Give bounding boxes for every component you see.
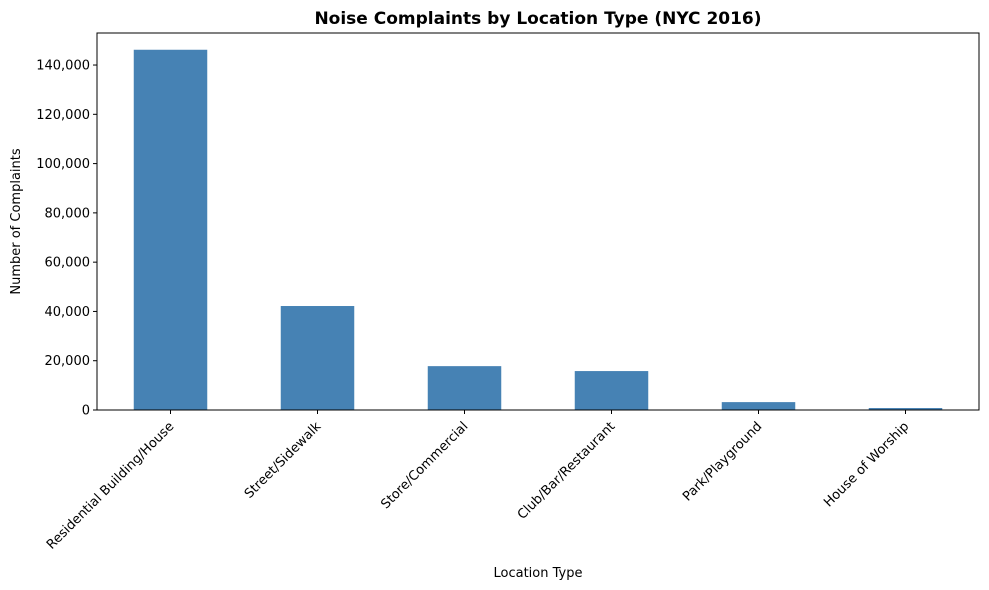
- x-tick-label: Residential Building/House: [44, 419, 177, 552]
- x-axis: Residential Building/House Street/Sidewal…: [44, 410, 912, 553]
- y-tick-label: 140,000: [36, 59, 90, 74]
- x-tick-label: Store/Commercial: [378, 419, 471, 512]
- bar-2: [427, 366, 502, 410]
- chart-title: Noise Complaints by Location Type (NYC 2…: [314, 9, 761, 29]
- bar-5: [868, 408, 943, 410]
- y-tick-label: 100,000: [36, 157, 90, 172]
- bar-3: [574, 371, 649, 410]
- bar-4: [721, 402, 796, 410]
- x-tick-label: Street/Sidewalk: [242, 419, 325, 502]
- y-axis-label: Number of Complaints: [9, 148, 24, 294]
- y-tick-label: 20,000: [45, 354, 91, 369]
- y-tick-label: 0: [82, 404, 90, 419]
- x-axis-label: Location Type: [494, 566, 583, 581]
- y-tick-label: 120,000: [36, 108, 90, 123]
- bar-0: [133, 49, 208, 410]
- x-tick-label: Park/Playground: [680, 419, 765, 504]
- bars: [133, 49, 943, 410]
- plot-frame: [96, 32, 980, 411]
- x-tick-label: Club/Bar/Restaurant: [515, 419, 618, 522]
- bar-1: [280, 306, 355, 410]
- y-tick-label: 40,000: [45, 305, 91, 320]
- x-tick-label: House of Worship: [821, 419, 912, 510]
- y-axis: 0 20,000 40,000 60,000 80,000 100,000 120,000 1…: [36, 59, 97, 419]
- y-tick-label: 80,000: [45, 206, 91, 221]
- y-tick-label: 60,000: [45, 256, 91, 271]
